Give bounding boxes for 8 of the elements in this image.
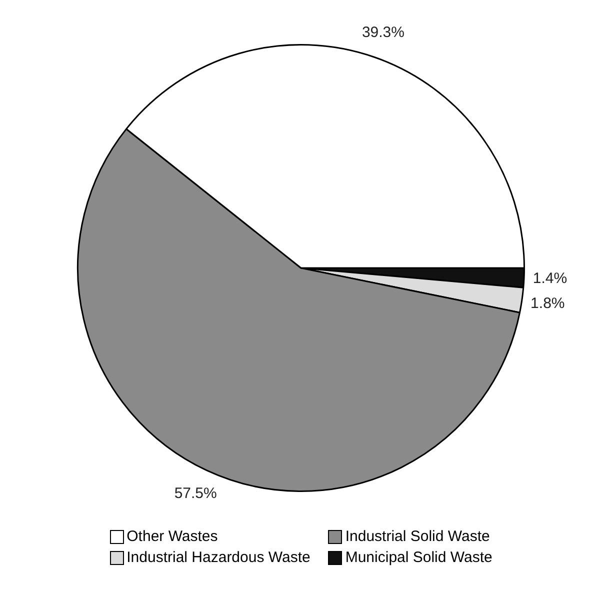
data-label: 39.3% <box>362 24 404 41</box>
legend-label: Industrial Hazardous Waste <box>126 549 310 566</box>
legend-label: Industrial Solid Waste <box>345 528 490 545</box>
data-label: 1.4% <box>532 270 568 288</box>
legend-label: Municipal Solid Waste <box>345 549 492 566</box>
data-label: 1.8% <box>530 295 565 312</box>
legend-label: Other Wastes <box>126 528 218 545</box>
data-label: 57.5% <box>174 485 217 502</box>
